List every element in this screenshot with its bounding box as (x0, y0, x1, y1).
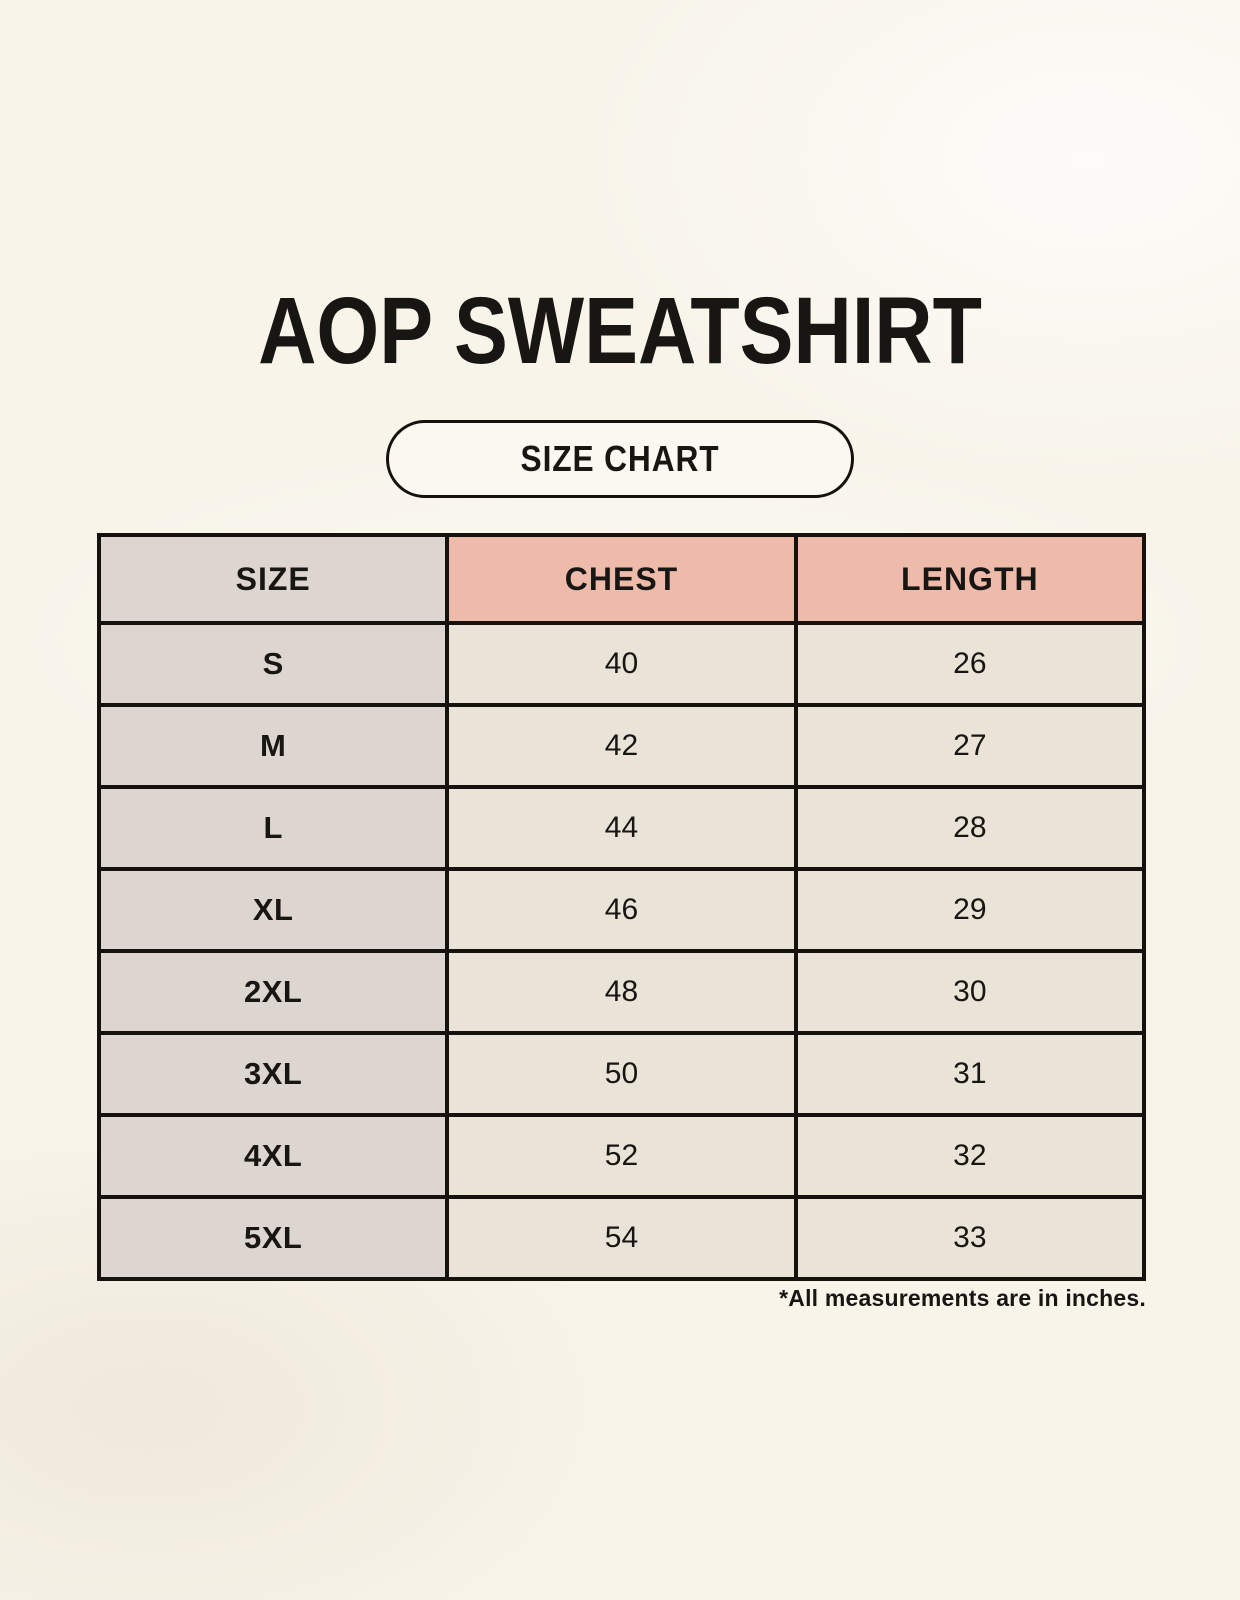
length-value-cell: 27 (797, 707, 1142, 785)
size-label-cell: 3XL (101, 1035, 446, 1113)
size-label-cell: L (101, 789, 446, 867)
length-value-cell: 32 (797, 1117, 1142, 1195)
size-label-cell: 5XL (101, 1199, 446, 1277)
column-header-chest: CHEST (449, 537, 794, 621)
page-title: AOP SWEATSHIRT (258, 278, 982, 384)
size-label-cell: M (101, 707, 446, 785)
column-header-size: SIZE (101, 537, 446, 621)
length-value-cell: 30 (797, 953, 1142, 1031)
length-value-cell: 33 (797, 1199, 1142, 1277)
length-value-cell: 29 (797, 871, 1142, 949)
column-header-length: LENGTH (797, 537, 1142, 621)
size-label-cell: XL (101, 871, 446, 949)
size-chart-badge-label: SIZE CHART (520, 438, 720, 479)
chest-value-cell: 48 (449, 953, 794, 1031)
length-value-cell: 31 (797, 1035, 1142, 1113)
chest-value-cell: 54 (449, 1199, 794, 1277)
chest-value-cell: 46 (449, 871, 794, 949)
size-label-cell: 2XL (101, 953, 446, 1031)
measurement-footnote: *All measurements are in inches. (779, 1285, 1146, 1311)
size-label-cell: S (101, 625, 446, 703)
chest-value-cell: 50 (449, 1035, 794, 1113)
chest-value-cell: 40 (449, 625, 794, 703)
chest-value-cell: 42 (449, 707, 794, 785)
length-value-cell: 26 (797, 625, 1142, 703)
size-chart-badge: SIZE CHART (386, 420, 854, 498)
size-label-cell: 4XL (101, 1117, 446, 1195)
chest-value-cell: 52 (449, 1117, 794, 1195)
chest-value-cell: 44 (449, 789, 794, 867)
length-value-cell: 28 (797, 789, 1142, 867)
size-chart-table: SIZE CHEST LENGTH S 40 26 M 42 27 L 44 2… (97, 533, 1146, 1281)
